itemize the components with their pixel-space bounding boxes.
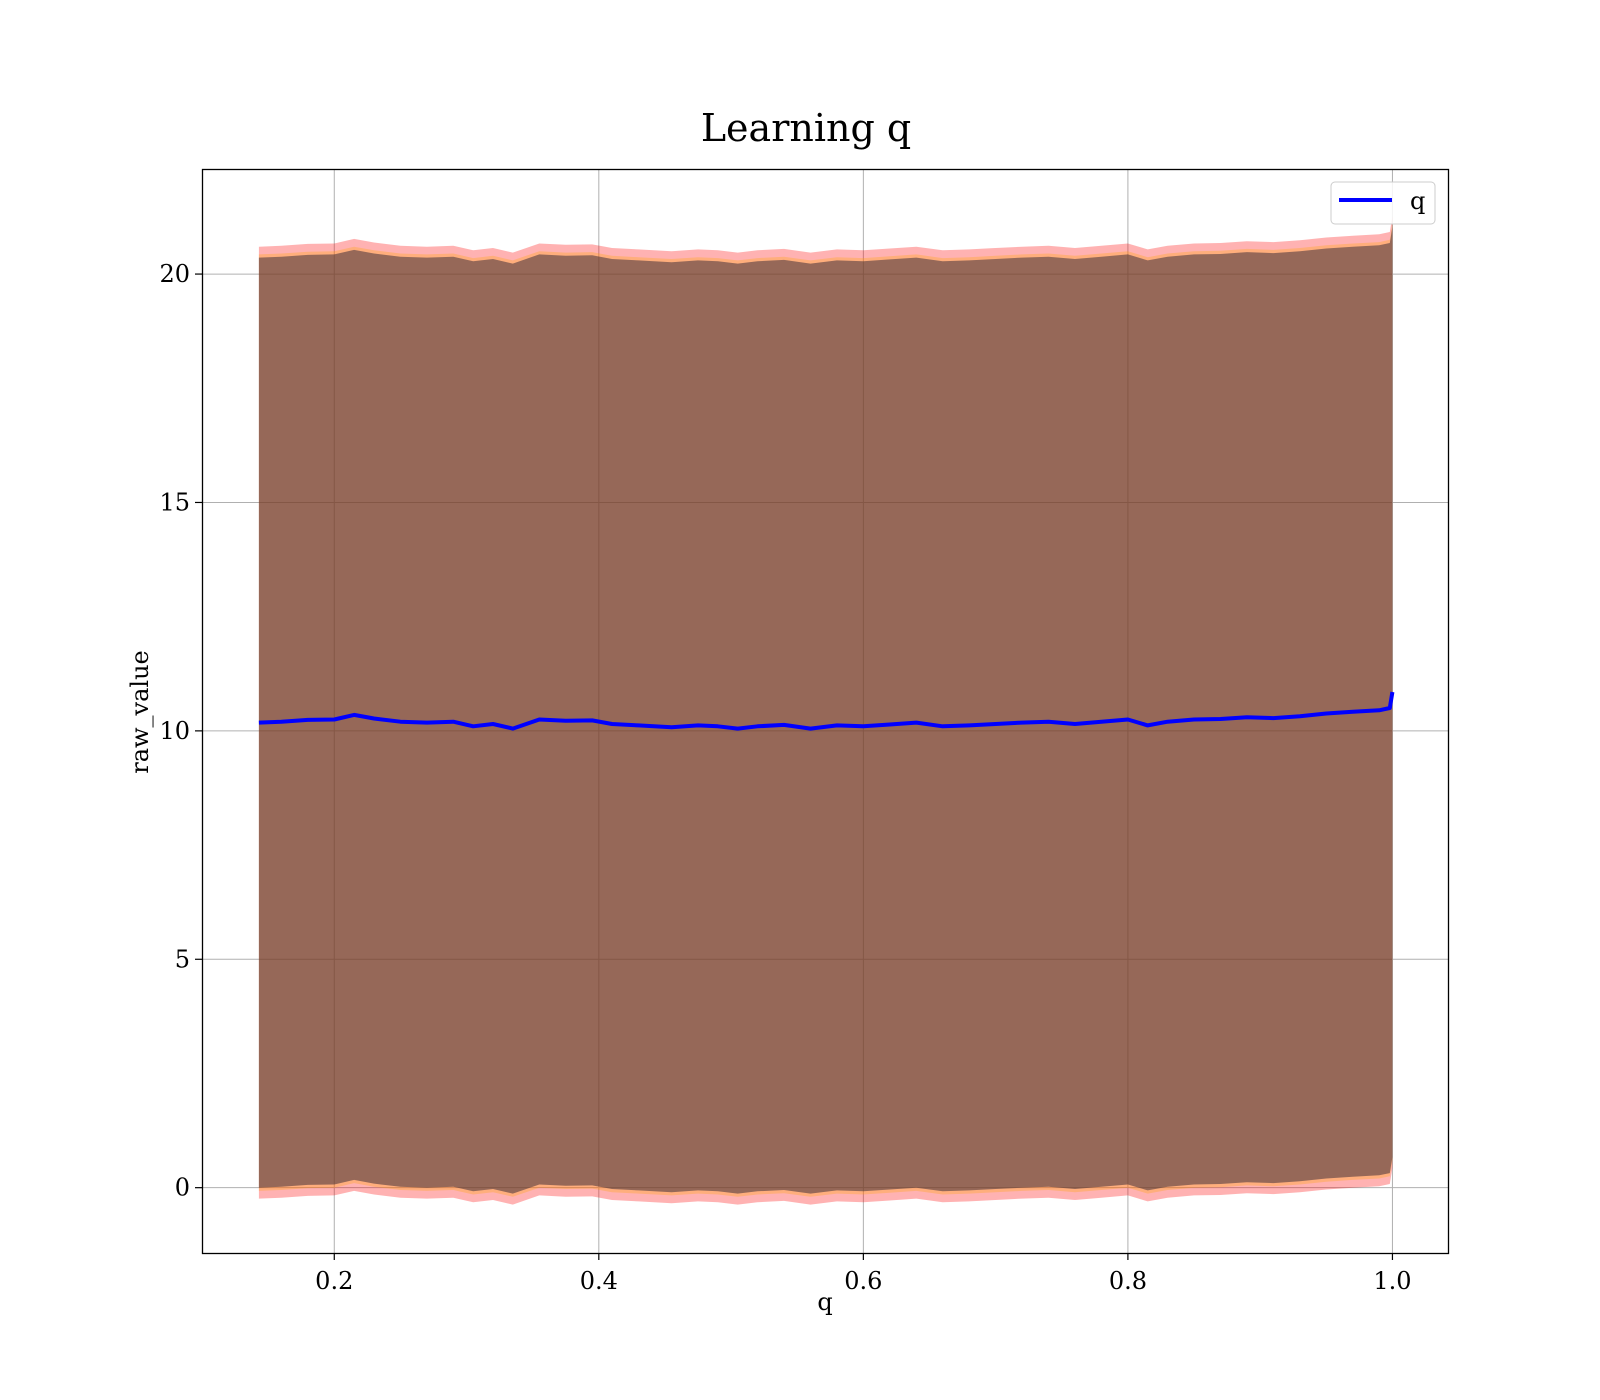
series-line-q [258, 691, 1395, 731]
y-axis-ticks: 0 5 10 15 20 [159, 260, 202, 1202]
plot-frame [201, 168, 1450, 1255]
band-2 [258, 227, 1393, 1194]
y-tick-label-4: 20 [159, 260, 190, 288]
x-axis-label: q [817, 1288, 832, 1316]
legend-label-q: q [1410, 187, 1425, 215]
y-tick-label-0: 0 [175, 1174, 190, 1202]
x-tick-label-3: 0.8 [1109, 1267, 1147, 1295]
x-tick-label-1: 0.4 [580, 1267, 618, 1295]
y-axis-label: raw_value [126, 650, 154, 774]
x-tick-label-0: 0.2 [315, 1267, 353, 1295]
y-tick-label-1: 5 [175, 945, 190, 973]
legend-box [1330, 181, 1436, 225]
confidence-bands [258, 216, 1393, 1205]
y-tick-label-2: 10 [159, 717, 190, 745]
chart-title: Learning q [701, 106, 911, 150]
y-tick-label-3: 15 [159, 488, 190, 516]
legend: q [1330, 181, 1436, 225]
x-tick-label-4: 1.0 [1373, 1267, 1411, 1295]
series-lines [258, 691, 1395, 731]
x-tick-label-2: 0.6 [844, 1267, 882, 1295]
x-axis-ticks: 0.2 0.4 0.6 0.8 1.0 [315, 1253, 1412, 1295]
